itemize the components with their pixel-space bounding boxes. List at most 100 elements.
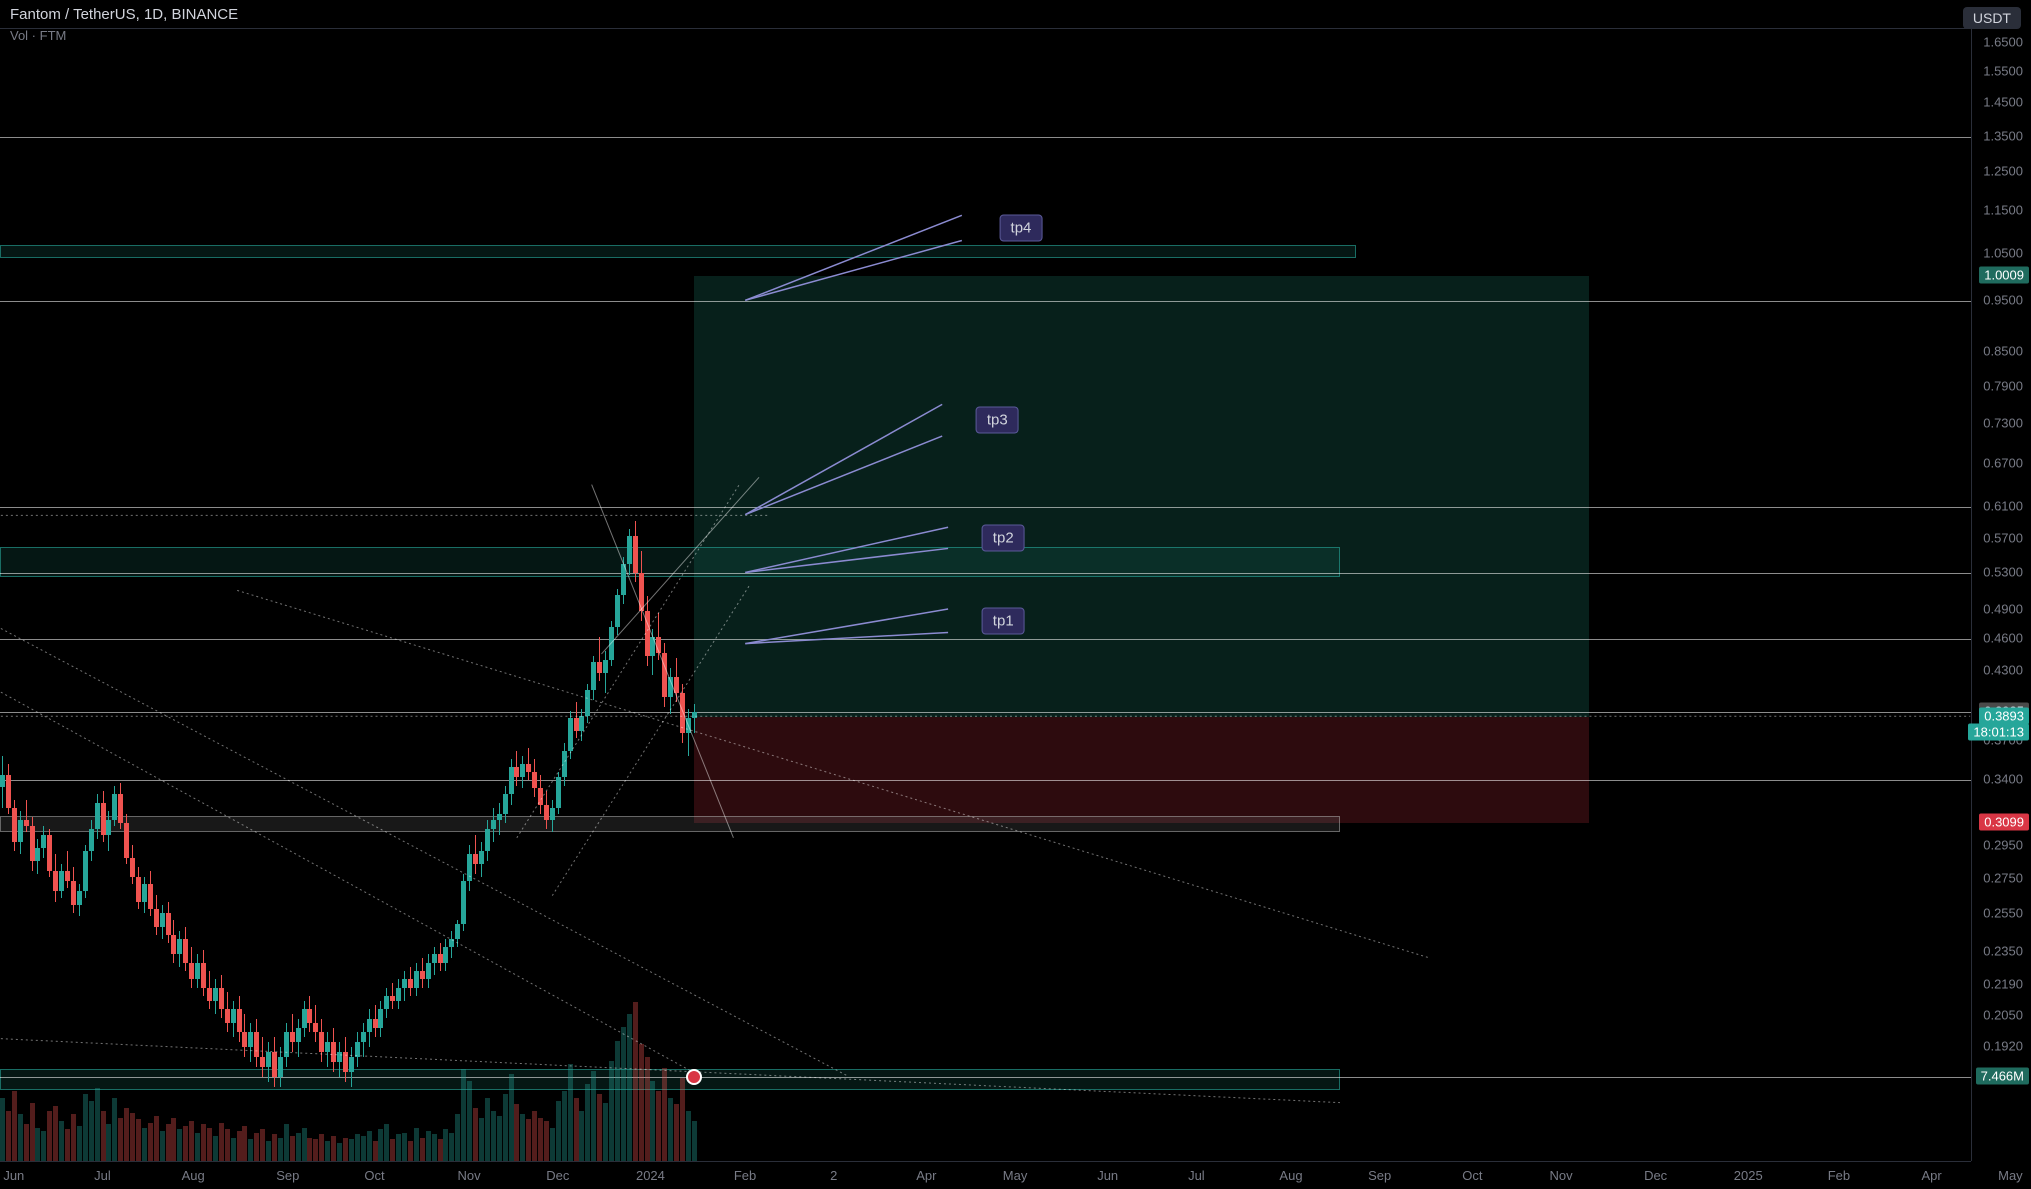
candle-body (556, 777, 561, 808)
y-tick: 0.2050 (1983, 1008, 2023, 1023)
candle-body (59, 871, 64, 891)
y-tick: 1.2500 (1983, 164, 2023, 179)
trading-chart[interactable]: Fantom / TetherUS, 1D, BINANCE Vol · FTM… (0, 0, 2031, 1189)
candle-body (154, 909, 159, 927)
x-tick: Oct (364, 1168, 384, 1183)
x-tick: Feb (1828, 1168, 1850, 1183)
y-tick: 1.4500 (1983, 95, 2023, 110)
candle-body (485, 829, 490, 851)
volume-bar (272, 1134, 277, 1161)
candle-body (591, 662, 596, 691)
x-tick: Feb (734, 1168, 756, 1183)
candle-body (53, 871, 58, 891)
y-tick: 0.1920 (1983, 1038, 2023, 1053)
candle-body (680, 693, 685, 733)
candle-body (313, 1023, 318, 1032)
candle-body (650, 637, 655, 656)
price-marker: 1.0009 (1979, 267, 2029, 284)
candle-body (47, 835, 52, 870)
volume-bar (154, 1116, 159, 1161)
volume-bar (266, 1141, 271, 1161)
y-tick: 0.6100 (1983, 499, 2023, 514)
candle-body (0, 775, 5, 787)
candle-body (509, 767, 514, 794)
candle-body (349, 1057, 354, 1072)
volume-bar (278, 1138, 283, 1161)
candle-body (574, 718, 579, 730)
volume-bar (568, 1064, 573, 1161)
volume-bar (603, 1103, 608, 1161)
candle-body (514, 767, 519, 778)
candle-body (83, 851, 88, 891)
volume-bar (248, 1139, 253, 1161)
candle-body (609, 627, 614, 660)
volume-bar (307, 1138, 312, 1161)
candle-body (443, 947, 448, 963)
x-tick: Jul (1188, 1168, 1205, 1183)
volume-bar (627, 1014, 632, 1161)
time-axis[interactable]: JunJulAugSepOctNovDec2024Feb2AprMayJunJu… (0, 1161, 1971, 1189)
volume-bar (373, 1141, 378, 1161)
volume-bar (290, 1136, 295, 1161)
volume-bar (219, 1123, 224, 1161)
candle-body (237, 1009, 242, 1032)
y-tick: 1.1500 (1983, 203, 2023, 218)
volume-bar (242, 1126, 247, 1161)
volume-bar (171, 1118, 176, 1161)
candle-body (337, 1052, 342, 1062)
x-tick: Jun (1097, 1168, 1118, 1183)
volume-bar (574, 1098, 579, 1161)
candle-body (6, 775, 11, 809)
volume-bar (284, 1124, 289, 1161)
tp-label[interactable]: tp2 (982, 525, 1025, 552)
y-tick: 0.2190 (1983, 977, 2023, 992)
event-marker-icon[interactable] (686, 1069, 702, 1085)
y-tick: 0.4900 (1983, 601, 2023, 616)
candle-body (355, 1042, 360, 1057)
candle-body (497, 814, 502, 820)
candle-wick (67, 851, 68, 888)
candle-body (24, 820, 29, 826)
quote-badge[interactable]: USDT (1963, 7, 2021, 29)
volume-bar (65, 1129, 70, 1161)
candle-body (89, 829, 94, 851)
tp-label[interactable]: tp4 (1000, 214, 1043, 241)
x-tick: May (1998, 1168, 2023, 1183)
y-tick: 0.2550 (1983, 906, 2023, 921)
volume-bar (674, 1104, 679, 1161)
volume-bar (12, 1091, 17, 1161)
volume-bar (378, 1129, 383, 1161)
volume-bar (319, 1134, 324, 1161)
volume-bar (408, 1141, 413, 1161)
candle-body (568, 718, 573, 750)
horizontal-line (0, 301, 1971, 302)
y-tick: 1.6500 (1983, 34, 2023, 49)
volume-bar (118, 1118, 123, 1161)
volume-bar (89, 1101, 94, 1161)
chart-plot-area[interactable]: tp4 tp3 tp2 tp1 (0, 28, 1971, 1161)
candle-body (396, 988, 401, 1001)
volume-bar (402, 1133, 407, 1161)
volume-bar (225, 1129, 230, 1161)
y-tick: 0.8500 (1983, 344, 2023, 359)
volume-bar (101, 1111, 106, 1161)
price-axis[interactable]: 1.65001.55001.45001.35001.25001.15001.05… (1971, 28, 2031, 1161)
tp-label[interactable]: tp1 (982, 608, 1025, 635)
volume-bar (195, 1133, 200, 1161)
volume-bar (467, 1081, 472, 1161)
volume-bar (160, 1131, 165, 1161)
candle-body (296, 1028, 301, 1042)
volume-bar (544, 1121, 549, 1161)
tp-label[interactable]: tp3 (976, 407, 1019, 434)
x-tick: Apr (1921, 1168, 1941, 1183)
volume-bar (130, 1113, 135, 1161)
volume-bar (639, 1044, 644, 1161)
volume-bar (562, 1091, 567, 1161)
x-tick: Apr (916, 1168, 936, 1183)
volume-bar (6, 1111, 11, 1161)
y-tick: 0.7300 (1983, 415, 2023, 430)
volume-bar (455, 1114, 460, 1161)
candle-body (18, 820, 23, 841)
candle-body (101, 803, 106, 836)
candle-body (95, 803, 100, 830)
